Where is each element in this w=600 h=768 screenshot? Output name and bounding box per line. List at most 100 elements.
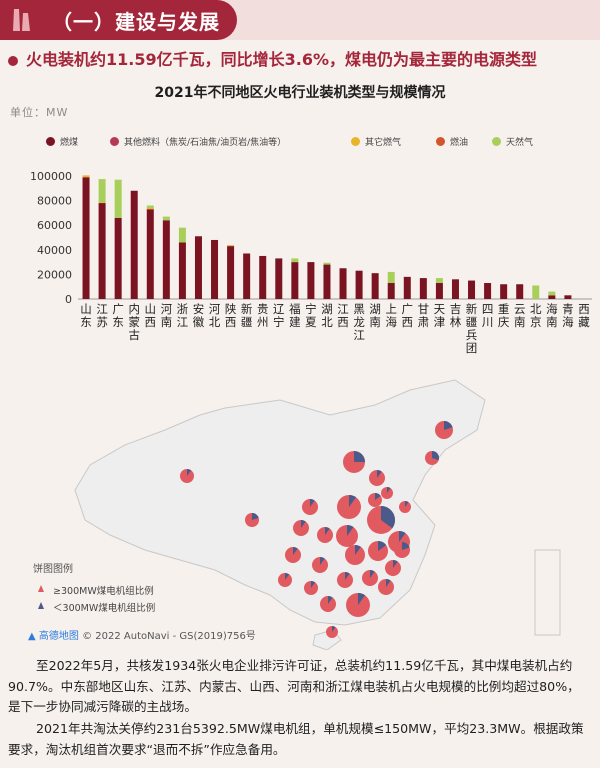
map-credit-text: © 2022 AutoNavi - GS(2019)756号 <box>82 631 256 642</box>
bullet-icon <box>8 55 18 66</box>
bar-segment <box>419 278 427 299</box>
bar-segment <box>291 258 299 263</box>
x-tick-label: 内 <box>128 302 140 316</box>
section-title: （一）建设与发展 <box>52 10 220 34</box>
bar-segment <box>227 245 235 247</box>
bar-segment <box>516 284 524 299</box>
x-tick-label: 重 <box>498 302 510 316</box>
x-tick-label: 西 <box>578 302 590 316</box>
x-tick-label: 安 <box>193 302 205 316</box>
bar-segment <box>146 207 154 210</box>
bar-segment <box>307 262 315 299</box>
x-tick-label: 南 <box>369 315 381 329</box>
x-tick-label: 北 <box>321 315 333 329</box>
x-tick-label: 上 <box>385 302 397 316</box>
pie-slice-small <box>402 542 410 550</box>
bar-segment <box>82 177 90 299</box>
china-map-svg <box>74 379 561 651</box>
y-tick-label: 0 <box>65 293 72 306</box>
pie-slice-small <box>375 493 381 500</box>
bar-segment <box>403 276 411 299</box>
pie-slice-small <box>320 557 325 565</box>
bar-segment <box>82 175 90 178</box>
x-tick-label: 吉 <box>450 302 462 316</box>
bar-segment <box>98 179 106 203</box>
x-tick-label: 苏 <box>96 315 108 329</box>
bar-segment <box>98 202 106 204</box>
bar-segment <box>194 236 202 299</box>
x-tick-label: 四 <box>482 302 494 316</box>
x-tick-label: 东 <box>80 315 92 329</box>
pie-slice-small <box>354 451 365 462</box>
legend-item-other-gas: 其它燃气 <box>351 135 401 148</box>
map-legend-small: ＜300MW煤电机组比例 <box>38 600 155 614</box>
bar-segment <box>355 270 363 299</box>
x-tick-label: 东 <box>112 315 124 329</box>
x-tick-label: 庆 <box>498 315 510 329</box>
x-tick-label: 海 <box>562 315 574 329</box>
bar-segment <box>130 190 138 299</box>
bar-chart: 020000400006000080000100000山东江苏广东内蒙古山西河南… <box>30 170 592 355</box>
legend-item-natural-gas: 天然气 <box>492 135 533 148</box>
bar-segment <box>323 264 331 299</box>
x-tick-label: 宁 <box>305 302 317 316</box>
legend-swatch <box>436 137 445 146</box>
pie-slice-small <box>355 545 361 555</box>
x-tick-label: 南 <box>514 315 526 329</box>
x-tick-label: 肃 <box>418 315 430 329</box>
x-tick-label: 北 <box>530 302 542 316</box>
x-tick-label: 广 <box>402 302 414 316</box>
pie-slice-small <box>378 541 387 551</box>
y-tick-label: 20000 <box>37 268 72 281</box>
x-tick-label: 疆 <box>466 315 478 329</box>
bar-segment <box>162 216 170 221</box>
bar-segment <box>532 285 540 299</box>
chart-title: 2021年不同地区火电行业装机类型与规模情况 <box>154 85 446 101</box>
bar-segment <box>291 262 299 299</box>
pie-slice-small <box>187 469 192 476</box>
map-credit-brand: 高德地图 <box>38 631 79 642</box>
x-tick-label: 山 <box>145 302 157 316</box>
bar-segment <box>339 268 347 299</box>
x-tick-label: 蒙 <box>128 315 140 329</box>
map-credit: ▲ 高德地图 © 2022 AutoNavi - GS(2019)756号 <box>28 627 256 642</box>
pie-slice-small <box>358 593 366 605</box>
pie-slice-small <box>293 547 298 555</box>
x-tick-label: 云 <box>514 302 526 316</box>
bar-segment <box>468 280 476 299</box>
pie-slice-small <box>370 570 375 578</box>
south-china-sea-inset <box>534 549 561 636</box>
bar-segment <box>323 262 331 265</box>
legend-item-oil: 燃油 <box>436 135 468 148</box>
china-landmass <box>74 379 486 626</box>
map-legend-title: 饼图图例 <box>33 564 73 575</box>
bar-segment <box>114 217 122 299</box>
x-tick-label: 南 <box>161 315 173 329</box>
legend-swatch <box>110 137 119 146</box>
x-tick-label: 河 <box>209 302 221 316</box>
y-tick-label: 100000 <box>30 170 72 183</box>
pie-slice-small <box>285 573 290 580</box>
bar-segment <box>500 284 508 299</box>
body-paragraph-2: 2021年共淘汰关停约231台5392.5MW煤电机组，单机规模≤150MW，平… <box>8 721 584 757</box>
bar-segment <box>564 295 572 299</box>
pie-slice-small <box>386 579 391 587</box>
x-tick-label: 西 <box>145 315 157 329</box>
legend-swatch <box>46 137 55 146</box>
bar-segment <box>484 283 492 299</box>
x-tick-label: 龙 <box>353 315 365 329</box>
bar-segment <box>387 271 395 284</box>
bar-segment <box>178 227 186 243</box>
x-tick-label: 山 <box>80 302 92 316</box>
x-tick-label: 疆 <box>241 315 253 329</box>
bar-segment <box>146 205 154 208</box>
bar-segment <box>162 220 170 299</box>
x-tick-label: 湖 <box>321 302 333 316</box>
pie-slice-small <box>399 531 406 542</box>
x-tick-label: 江 <box>353 328 365 342</box>
x-tick-label: 林 <box>450 315 462 329</box>
bar-segment <box>178 242 186 299</box>
x-tick-label: 贵 <box>257 302 269 316</box>
x-tick-label: 江 <box>96 302 108 316</box>
x-tick-label: 西 <box>225 315 237 329</box>
